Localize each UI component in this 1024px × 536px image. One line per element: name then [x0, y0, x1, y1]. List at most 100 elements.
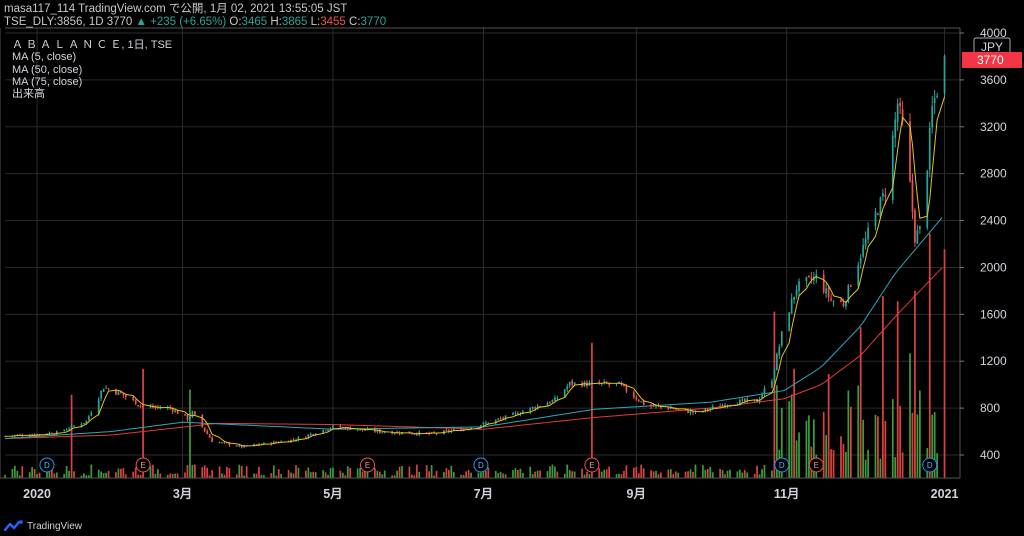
candle-body	[413, 433, 416, 435]
candle-body	[97, 399, 100, 414]
candle-body	[862, 244, 865, 257]
candle-body	[830, 298, 832, 301]
candle-body	[793, 296, 795, 300]
volume-bar	[822, 411, 825, 478]
volume-bar	[571, 471, 574, 478]
volume-bar	[914, 290, 916, 478]
volume-bar	[531, 474, 534, 478]
volume-bar	[894, 457, 897, 478]
candle-body	[632, 392, 635, 398]
candle-body	[709, 408, 712, 410]
candle-body	[105, 387, 107, 389]
earnings-marker-icon	[359, 457, 375, 473]
candle-body	[909, 121, 911, 181]
candle-body	[159, 407, 162, 409]
candle-body	[531, 407, 534, 409]
candle-body	[124, 395, 127, 398]
candle-body	[546, 403, 549, 407]
volume-bar	[132, 471, 135, 478]
dividend-marker-icon	[774, 457, 790, 473]
candle-body	[805, 276, 808, 282]
volume-bar	[11, 468, 14, 478]
legend-ma75[interactable]: MA (75, close)	[12, 75, 83, 88]
low-value: 3455	[320, 16, 346, 28]
candle-body	[120, 392, 122, 394]
candle-body	[761, 394, 763, 399]
candle-body	[795, 289, 798, 296]
volume-bar	[793, 368, 795, 478]
volume-bar	[911, 412, 914, 478]
candle-body	[149, 406, 152, 408]
earnings-marker-icon	[584, 457, 600, 473]
volume-bar	[563, 473, 566, 478]
volume-bar	[396, 470, 398, 478]
candle-body	[48, 432, 51, 435]
low-label: L:	[310, 16, 321, 28]
volume-bar	[635, 466, 638, 478]
candle-body	[292, 439, 295, 441]
volume-bar	[324, 472, 327, 478]
candle-body	[228, 442, 231, 446]
volume-bar	[689, 469, 692, 478]
volume-bar	[882, 296, 884, 478]
volume-bar	[166, 474, 169, 478]
volume-bar	[307, 467, 310, 478]
high-value: 3865	[281, 16, 308, 28]
volume-bar	[460, 474, 463, 478]
volume-bar	[623, 470, 625, 478]
volume-bar	[73, 471, 75, 478]
volume-bar	[573, 471, 576, 478]
volume-bar	[105, 472, 107, 478]
volume-bar	[186, 465, 189, 478]
volume-bar	[28, 472, 31, 478]
candle-body	[208, 434, 211, 438]
legend-volume[interactable]: 出来高	[12, 88, 45, 101]
last-price-label: 3770	[977, 53, 1004, 67]
volume-bar	[255, 473, 258, 478]
volume-bar	[694, 464, 697, 478]
candle-body	[485, 422, 487, 424]
volume-bar	[775, 385, 778, 478]
candle-body	[364, 429, 366, 431]
volume-bar	[117, 468, 120, 478]
price-axis-bg	[960, 28, 1024, 478]
x-tick-label: 7月	[474, 487, 493, 501]
candle-body	[117, 391, 120, 396]
candle-body	[822, 274, 825, 293]
chart-legend: Ａ Ｂ Ａ Ｌ Ａ Ｎ Ｃ Ｅ, 1日, TSE MA (5, close) M…	[12, 39, 172, 100]
volume-bar	[494, 470, 497, 478]
volume-bar	[194, 464, 196, 478]
volume-bar	[758, 474, 761, 478]
candle-body	[571, 380, 574, 385]
x-tick-label: 5月	[323, 487, 342, 501]
tradingview-footer[interactable]: TradingView	[4, 520, 82, 532]
volume-bar	[176, 473, 179, 478]
change-value: +235 (+6.65%)	[150, 16, 227, 28]
candle-body	[218, 442, 221, 444]
candle-body	[415, 433, 418, 435]
volume-bar	[341, 472, 344, 478]
candle-body	[100, 391, 103, 399]
candle-body	[393, 433, 396, 435]
candle-body	[899, 102, 902, 107]
volume-bar	[322, 470, 324, 478]
candle-body	[911, 180, 914, 212]
legend-ma5[interactable]: MA (5, close)	[12, 51, 77, 64]
candle-body	[652, 405, 655, 407]
volume-bar	[840, 436, 842, 478]
volume-bar	[901, 452, 904, 478]
volume-bar	[374, 467, 376, 478]
volume-bar	[536, 470, 539, 478]
candle-body	[263, 442, 265, 445]
volume-bar	[260, 474, 263, 478]
candle-body	[272, 441, 275, 444]
volume-bar	[736, 471, 739, 478]
candle-body	[448, 430, 450, 432]
volume-bar	[916, 414, 919, 478]
candle-body	[563, 389, 566, 397]
candle-body	[521, 411, 524, 414]
legend-ma50[interactable]: MA (50, close)	[12, 63, 83, 76]
x-tick-label: 9月	[627, 487, 646, 501]
close-value: 3770	[360, 16, 387, 28]
